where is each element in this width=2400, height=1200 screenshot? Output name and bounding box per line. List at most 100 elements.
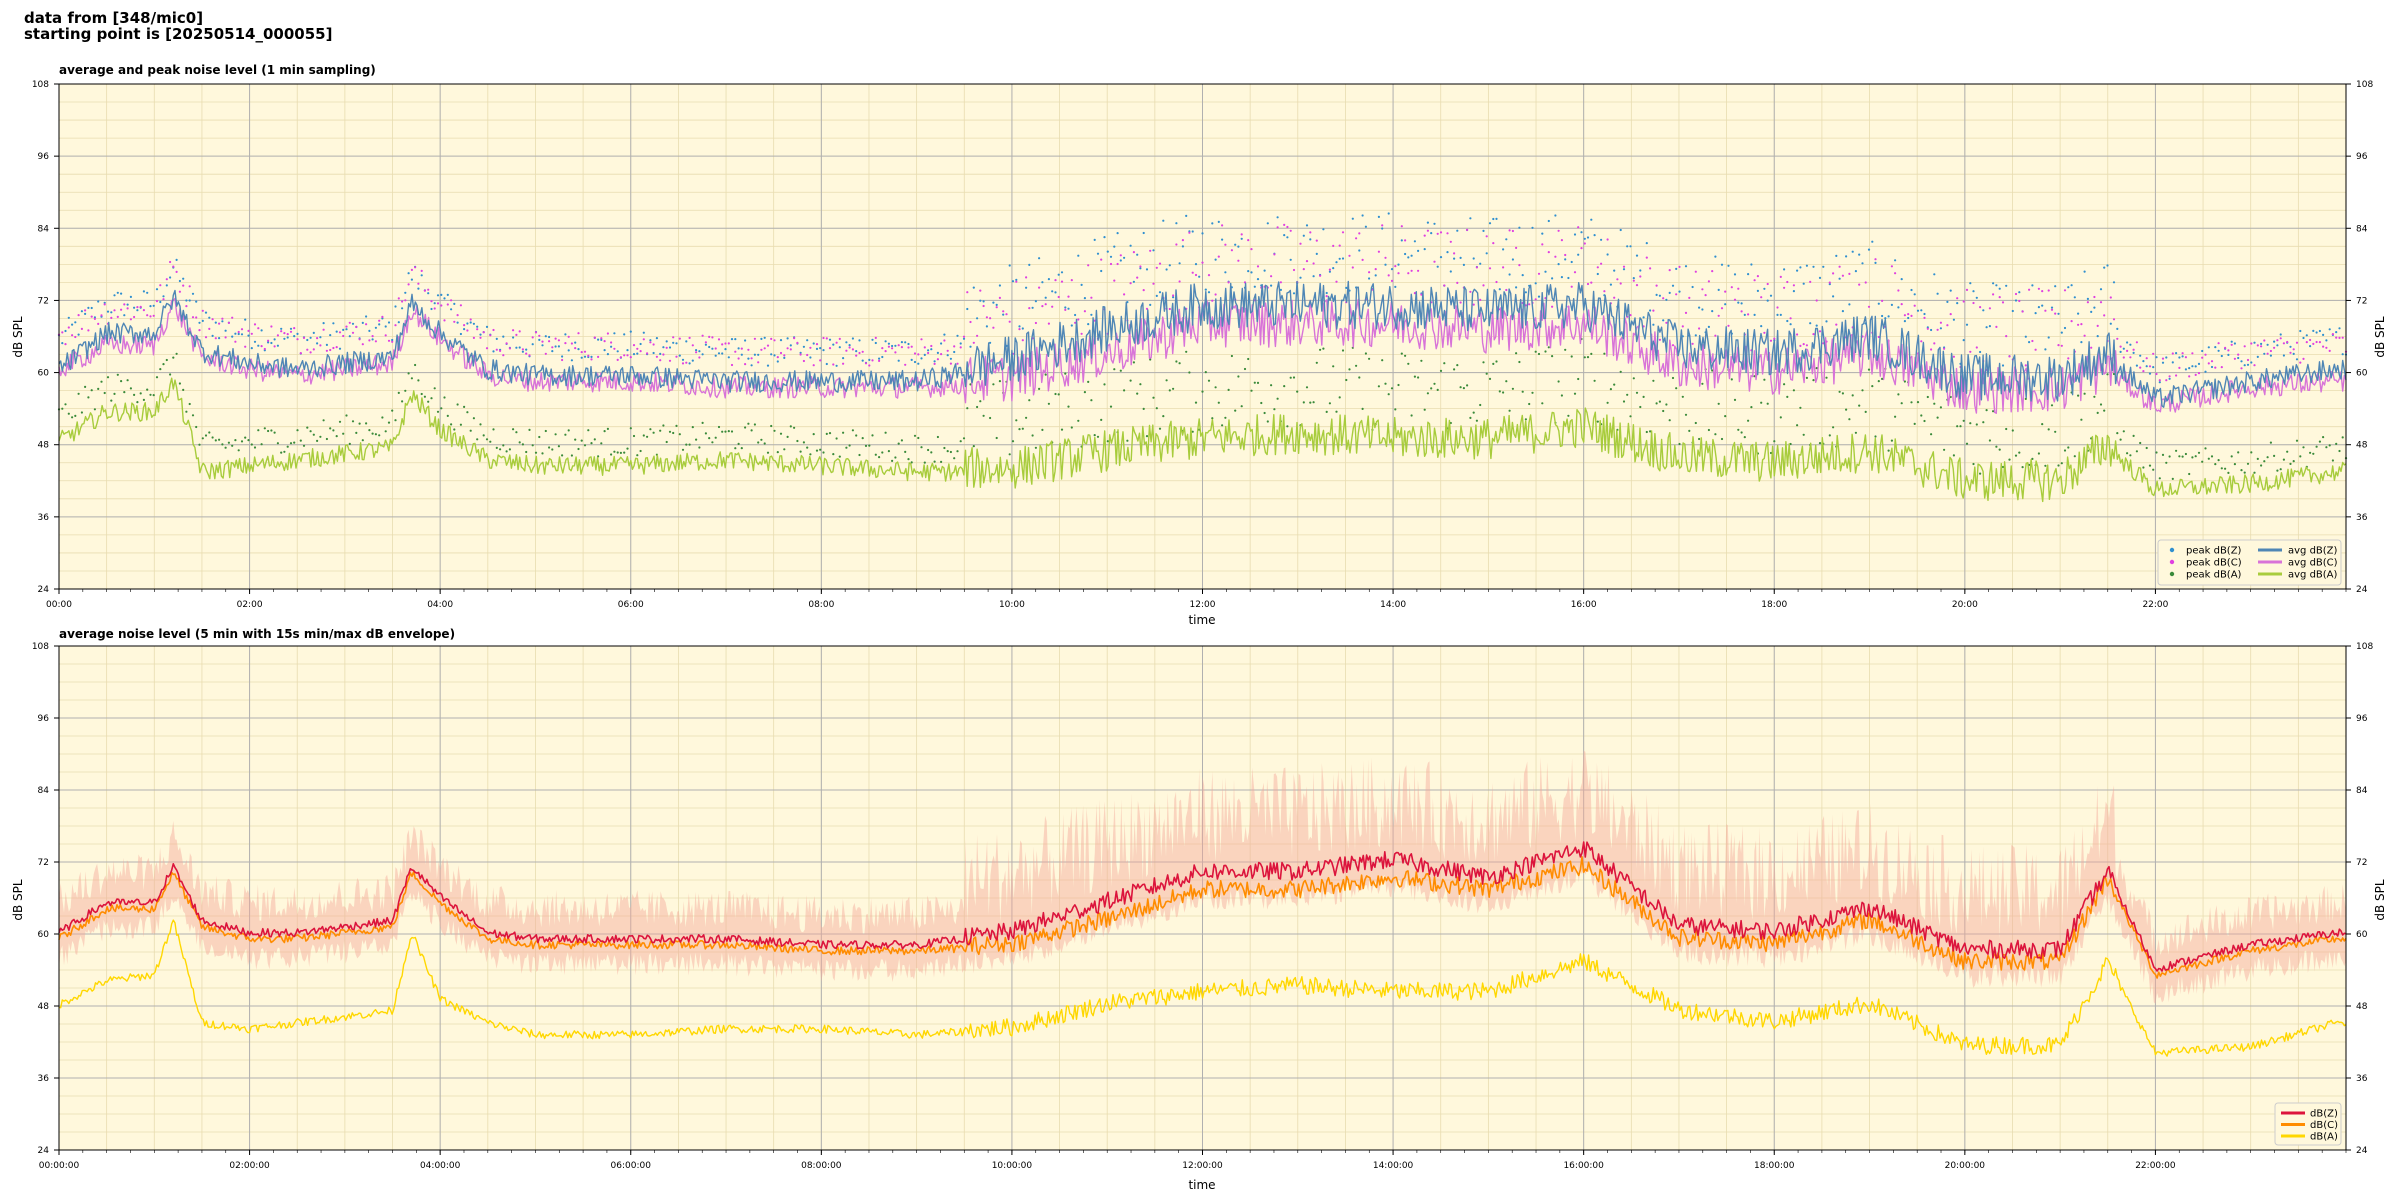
chart-1-peak-point (1502, 391, 1505, 394)
chart-1-peak-point (672, 431, 675, 435)
chart-1-peak-point (476, 328, 479, 331)
chart-1-peak-point (2256, 355, 2259, 358)
chart-1-peak-point (753, 423, 757, 426)
chart-1-peak-point (917, 436, 920, 440)
chart-1-peak-point (2302, 446, 2305, 449)
chart-1-peak-point (2001, 465, 2005, 469)
chart-1-peak-point (2077, 394, 2080, 397)
chart-1-peak-point (250, 347, 253, 350)
chart-1-peak-point (1910, 314, 1913, 317)
chart-1-peak-point (113, 294, 116, 297)
chart-1-peak-point (139, 305, 142, 308)
chart-2-xtick: 18:00:00 (1754, 1161, 1795, 1171)
chart-1-peak-point (1404, 354, 1407, 357)
chart-1-peak-point (342, 334, 345, 338)
chart-1-peak-point (1162, 219, 1165, 222)
chart-1-peak-point (580, 439, 583, 442)
chart-1-peak-point (1194, 273, 1198, 277)
chart-1-peak-point (1962, 419, 1965, 422)
chart-1-peak-point (1256, 278, 1260, 281)
chart-2-xlabel: time (1188, 1178, 1215, 1192)
chart-1-peak-point (149, 315, 152, 318)
chart-1-peak-point (433, 302, 436, 305)
chart-1-peak-point (554, 433, 557, 436)
chart-1-peak-point (1443, 284, 1446, 287)
chart-1-peak-point (348, 321, 351, 324)
chart-1-peak-point (1515, 286, 1518, 289)
chart-1-peak-point (1279, 281, 1282, 284)
chart-1-peak-point (1028, 307, 1031, 310)
chart-1-peak-point (185, 299, 188, 302)
chart-1-peak-point (1237, 375, 1240, 378)
chart-1-peak-point (1299, 242, 1302, 245)
chart-1-peak-point (61, 407, 64, 410)
chart-1-peak-point (2240, 367, 2243, 370)
chart-1-peak-point (904, 341, 907, 344)
chart-1-peak-point (100, 314, 103, 317)
chart-1-peak-point (237, 332, 240, 336)
chart-1-peak-point (2204, 447, 2207, 450)
chart-2-series-db-a- (58, 919, 2347, 1057)
chart-1-peak-point (1537, 295, 1541, 298)
chart-1-peak-point (1887, 449, 1890, 452)
chart-1-peak-point (247, 334, 250, 337)
chart-1-peak-point (649, 339, 652, 342)
chart-1-peak-point (1341, 257, 1345, 260)
chart-1-peak-point (1047, 402, 1050, 405)
chart-1-peak-point (178, 382, 181, 385)
chart-1-peak-point (129, 318, 132, 321)
chart-1-peak-point (1740, 310, 1743, 313)
chart-1-peak-point (1485, 235, 1488, 238)
chart-1-ytick-left: 60 (38, 369, 50, 379)
chart-1-peak-point (603, 430, 606, 433)
chart-2-ytick-left: 60 (38, 930, 50, 940)
chart-1-peak-point (1453, 368, 1456, 371)
chart-1-peak-point (2057, 344, 2060, 347)
chart-1-peak-point (1668, 291, 1671, 294)
chart-1-peak-point (1903, 314, 1906, 317)
chart-1-peak-point (378, 323, 381, 326)
chart-1-peak-point (1812, 379, 1815, 382)
chart-1-peak-point (443, 297, 446, 300)
chart-1-peak-point (1312, 262, 1315, 265)
chart-1-peak-point (2014, 292, 2018, 296)
chart-1-peak-point (234, 439, 237, 442)
chart-1-peak-point (1443, 362, 1446, 365)
chart-1-peak-point (1926, 327, 1929, 330)
chart-1-peak-point (1884, 317, 1887, 320)
chart-1-peak-point (757, 361, 760, 364)
chart-1-peak-point (1348, 254, 1351, 257)
chart-1-peak-point (1881, 377, 1884, 380)
chart-1-peak-point (603, 349, 606, 352)
chart-1-peak-point (1760, 325, 1763, 328)
chart-1-peak-point (1341, 231, 1345, 234)
chart-1-peak-point (2341, 353, 2344, 356)
chart-1-peak-point (979, 299, 982, 302)
chart-1-peak-point (923, 346, 926, 349)
chart-1-peak-point (1502, 248, 1505, 251)
chart-2-ytick-left: 108 (32, 642, 49, 652)
chart-1-peak-point (995, 306, 998, 309)
chart-1-peak-point (953, 457, 956, 460)
chart-1-peak-point (1221, 424, 1224, 427)
chart-1-peak-point (1979, 350, 1982, 354)
chart-1-peak-point (316, 342, 319, 345)
chart-1-peak-point (972, 286, 975, 289)
chart-1-peak-point (1361, 214, 1364, 217)
chart-1-peak-point (208, 316, 211, 319)
chart-1-peak-point (270, 429, 273, 432)
chart-1-peak-point (293, 327, 296, 330)
chart-1-peak-point (1642, 395, 1645, 398)
chart-1-peak-point (1943, 347, 1946, 350)
chart-1-peak-point (724, 348, 727, 351)
chart-1-peak-point (1090, 313, 1093, 316)
chart-1-peak-point (626, 354, 629, 357)
chart-1-peak-point (136, 309, 139, 312)
chart-1-peak-point (734, 350, 737, 353)
chart-1-peak-point (2047, 428, 2050, 431)
chart-1-peak-point (1678, 442, 1681, 446)
chart-1-peak-point (1665, 298, 1668, 301)
chart-1-peak-point (825, 432, 828, 435)
chart-1-peak-point (1505, 380, 1508, 383)
chart-1-peak-point (1283, 234, 1286, 237)
